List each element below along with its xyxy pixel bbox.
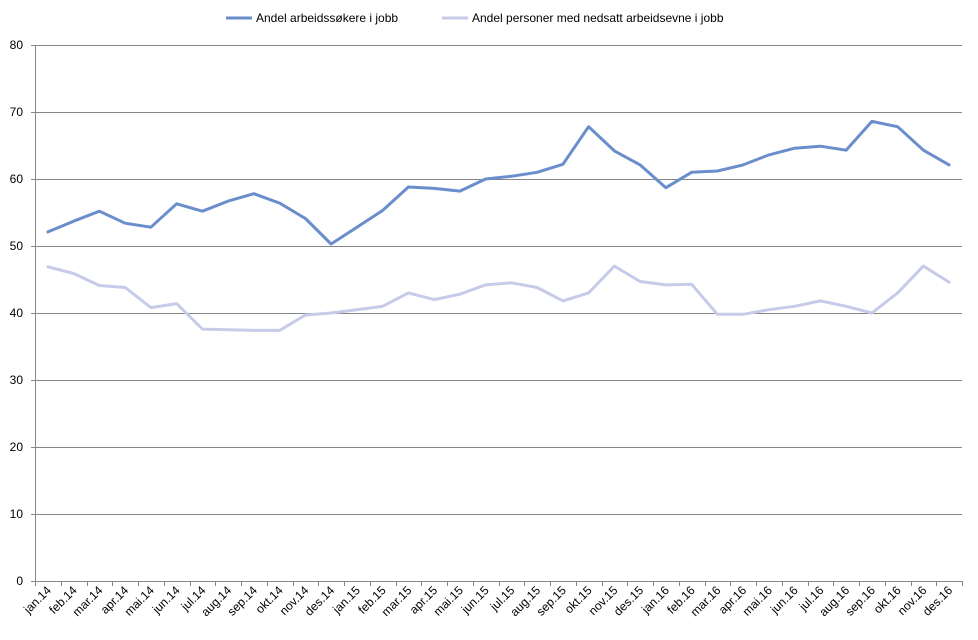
y-tick-label: 80	[10, 38, 24, 52]
y-tick-label: 30	[10, 373, 24, 387]
y-tick-label: 70	[10, 105, 24, 119]
y-tick-label: 40	[10, 306, 24, 320]
series-lines	[46, 119, 951, 332]
legend-label: Andel arbeidssøkere i jobb	[256, 11, 398, 25]
y-tick-label: 0	[16, 574, 23, 588]
y-tick-label: 10	[10, 507, 24, 521]
x-tick-label: jun.16	[767, 583, 801, 617]
x-tick-label: des.16	[920, 583, 956, 619]
x-tick-label: sep.15	[534, 583, 570, 619]
x-tick-label: mar.16	[688, 583, 724, 619]
legend-label: Andel personer med nedsatt arbeidsevne i…	[472, 11, 724, 25]
x-tick-label: mar.14	[70, 583, 106, 619]
x-tick-label: jun.14	[149, 583, 183, 617]
y-tick-label: 20	[10, 440, 24, 454]
x-tick-label: des.14	[302, 583, 338, 619]
x-tick-label: mar.15	[379, 583, 415, 619]
x-tick-label: jan.14	[20, 583, 54, 617]
y-tick-label: 60	[10, 172, 24, 186]
series-line-1	[46, 119, 951, 246]
x-tick-label: des.15	[611, 583, 647, 619]
x-tick-label: jun.15	[458, 583, 492, 617]
x-tick-label: mai.14	[122, 583, 158, 619]
x-tick-label: mai.16	[740, 583, 776, 619]
x-tick-label: jan.16	[638, 583, 672, 617]
x-tick-label: jan.15	[329, 583, 363, 617]
x-tick-label: sep.16	[843, 583, 879, 619]
axes: 01020304050607080jan.14feb.14mar.14apr.1…	[10, 38, 963, 619]
x-tick-label: mai.15	[431, 583, 467, 619]
legend: Andel arbeidssøkere i jobb Andel personer…	[226, 11, 724, 25]
series-line-2	[46, 264, 951, 332]
gridlines	[35, 45, 962, 515]
x-tick-label: sep.14	[225, 583, 261, 619]
y-tick-label: 50	[10, 239, 24, 253]
